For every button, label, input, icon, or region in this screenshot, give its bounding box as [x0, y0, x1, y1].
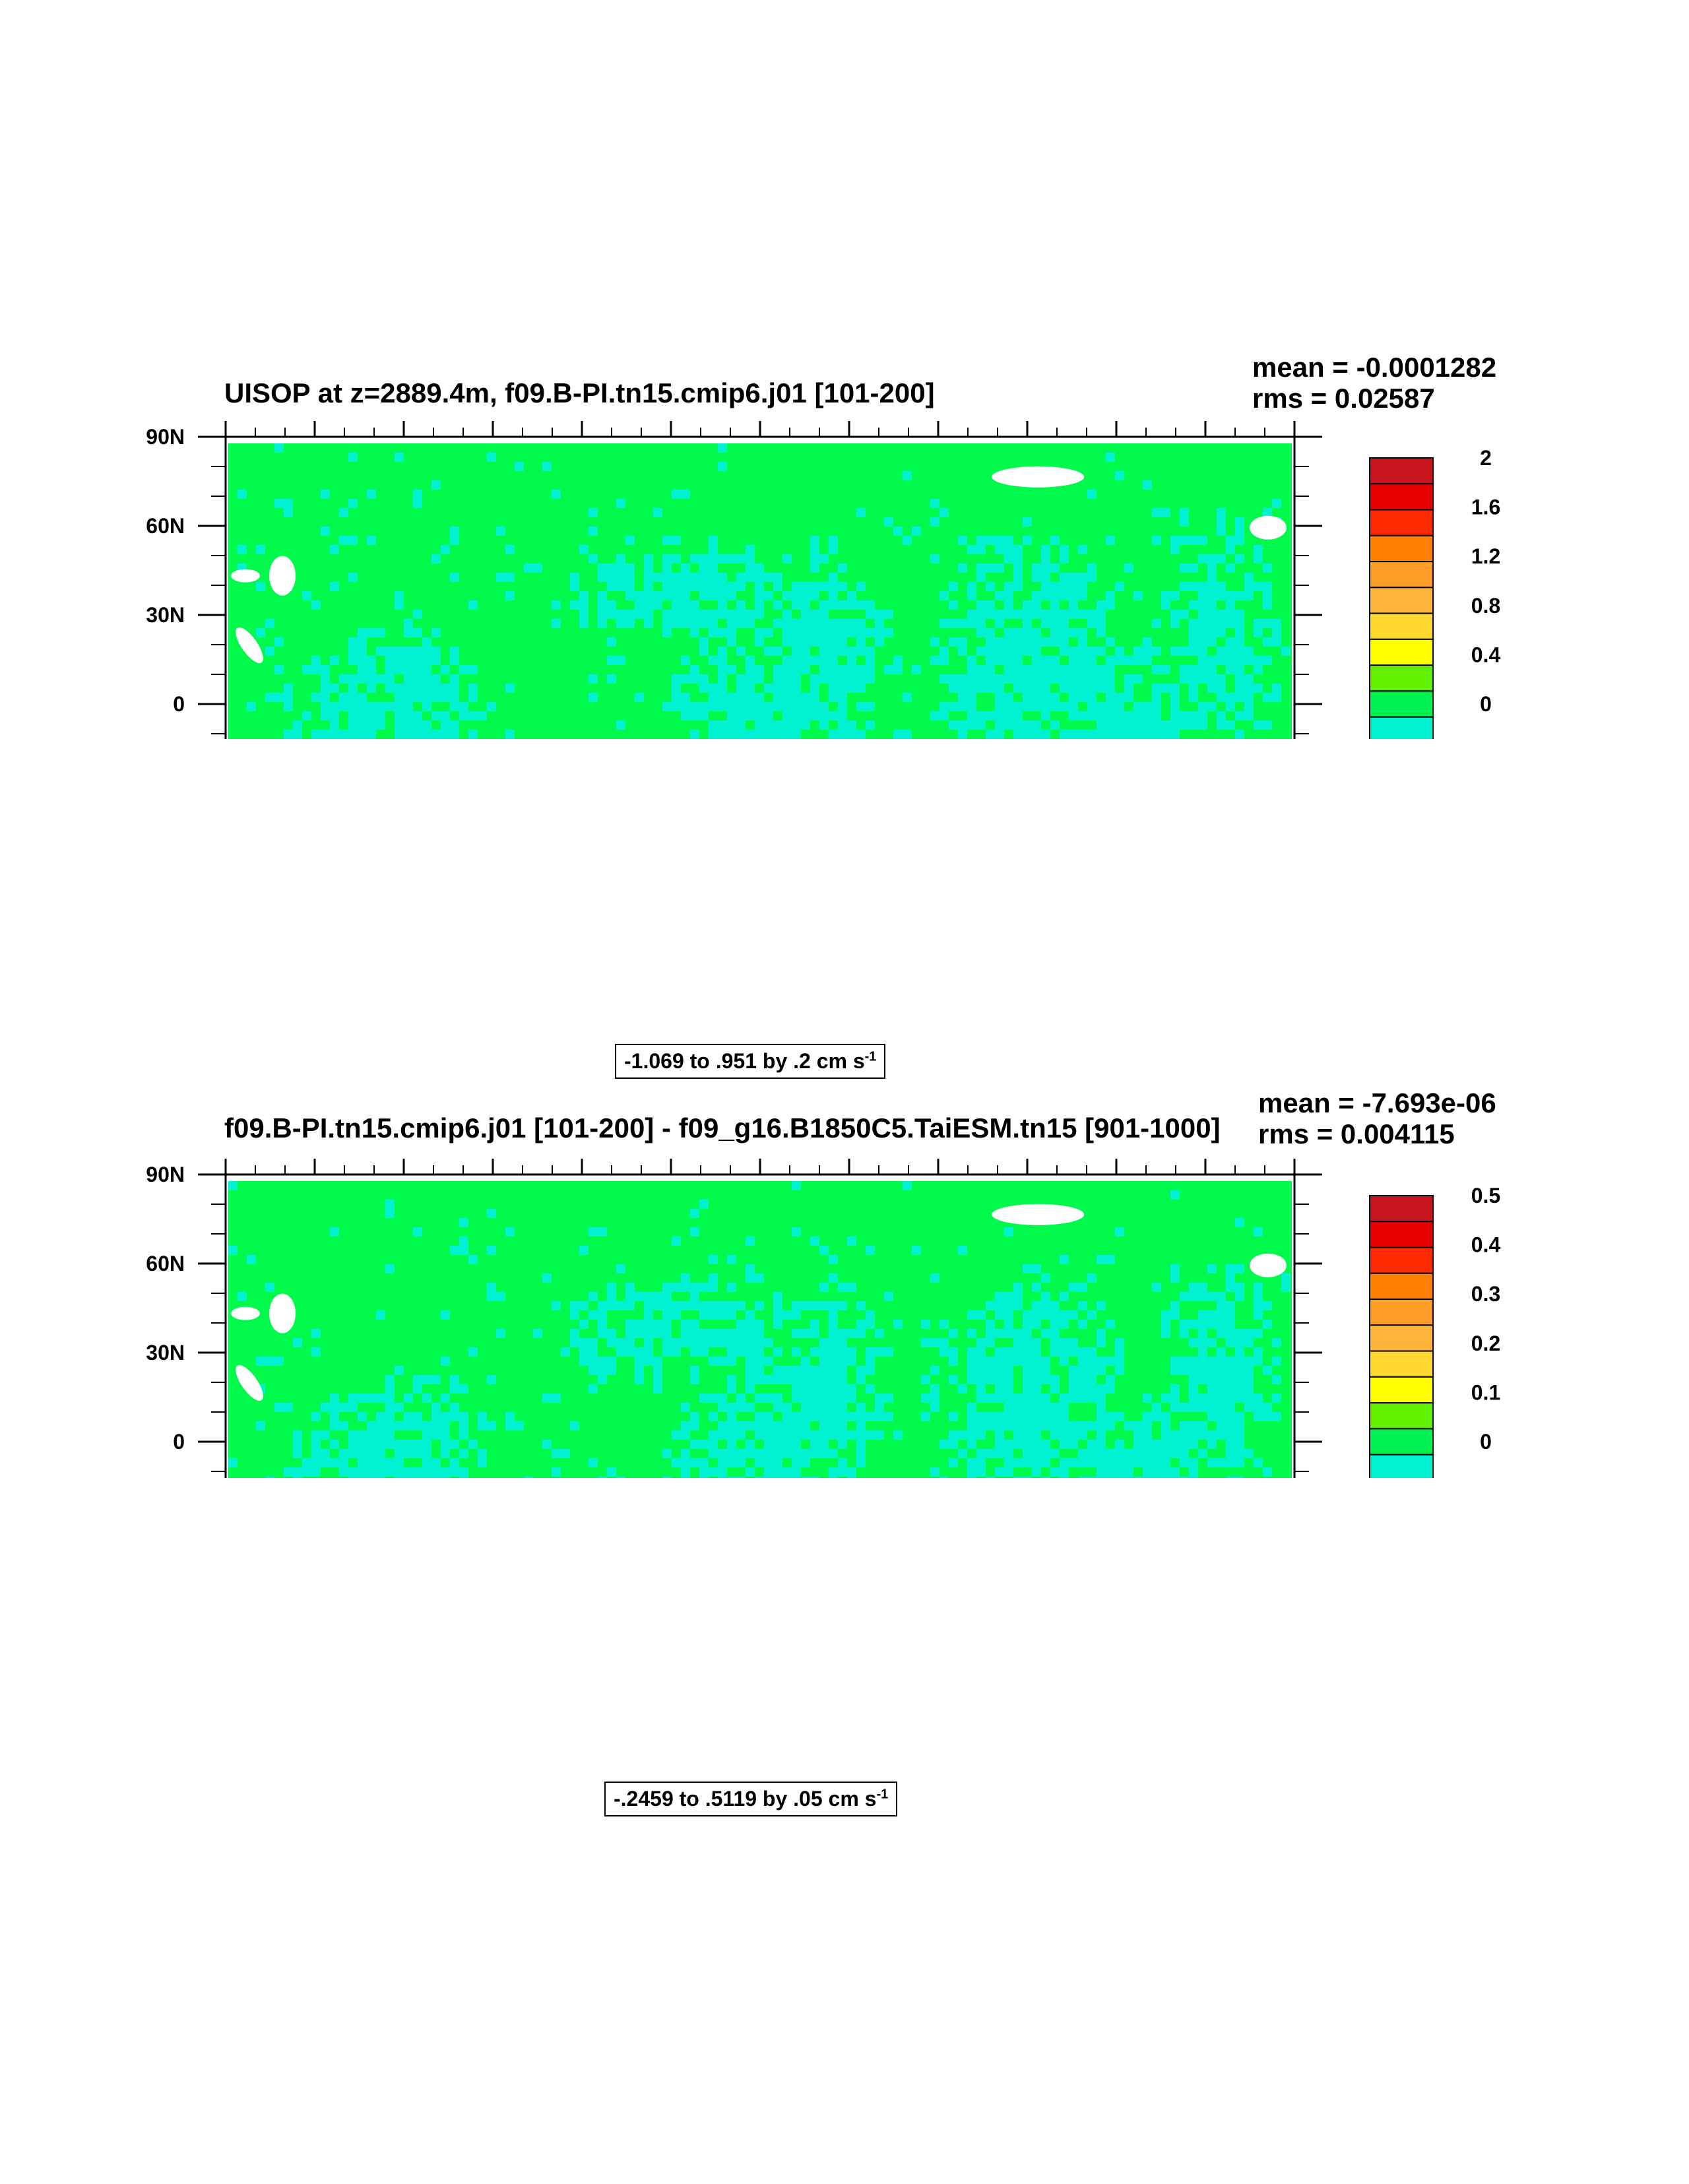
panel-title: UISOP at z=2889.4m, f09.B-PI.tn15.cmip6.… — [224, 377, 935, 408]
rms-label: rms = 0.02587 — [1252, 383, 1435, 414]
mean-label: mean = -0.0001282 — [1252, 352, 1497, 383]
colorbar-swatch — [1369, 690, 1434, 718]
colorbar-label: 1.6 — [1471, 496, 1500, 519]
map-plot: 30E60E90E120E150E180150W120W90W60W30W030… — [146, 421, 1501, 739]
panel-title: f09.B-PI.tn15.cmip6.j01 [101-200] - f09_… — [224, 1112, 1221, 1143]
lat-tick-label: 90N — [146, 1163, 185, 1186]
colorbar-label: 0.5 — [1471, 1184, 1500, 1207]
range-text: -1.069 to .951 by .2 cm s — [624, 1049, 865, 1073]
colorbar-swatch — [1369, 587, 1434, 614]
missing-region — [992, 1204, 1085, 1225]
missing-region — [236, 1365, 263, 1401]
colorbar-swatch — [1369, 483, 1434, 511]
colorbar-label: 0.4 — [1471, 1233, 1501, 1257]
missing-region — [992, 466, 1085, 488]
colorbar-swatch — [1369, 716, 1434, 739]
range-unit-exponent: -1 — [876, 1787, 889, 1802]
colorbar-swatch — [1369, 1350, 1434, 1378]
map-plot: 30E60E90E120E150E180150W120W90W60W30W030… — [146, 1159, 1501, 1478]
colorbar-swatch — [1369, 612, 1434, 640]
colorbar: 21.61.20.80.40-0.4-0.8-1.2-1.6-2 — [1369, 446, 1501, 739]
missing-region — [1250, 515, 1287, 540]
rms-label: rms = 0.004115 — [1258, 1118, 1455, 1149]
colorbar-swatch — [1369, 1402, 1434, 1430]
colorbar-swatch — [1369, 561, 1434, 589]
missing-region — [269, 556, 296, 596]
missing-region — [269, 1293, 296, 1333]
missing-region — [231, 569, 260, 583]
colorbar-swatch — [1369, 1376, 1434, 1404]
mean-label: mean = -7.693e-06 — [1258, 1087, 1496, 1118]
missing-region — [236, 627, 263, 664]
colorbar-swatch — [1369, 664, 1434, 692]
colorbar-swatch — [1369, 1324, 1434, 1352]
lat-tick-label: 0 — [173, 1430, 185, 1454]
colorbar-swatch — [1369, 1428, 1434, 1456]
colorbar-label: 0 — [1480, 692, 1492, 716]
lat-tick-label: 30N — [146, 1341, 185, 1365]
colorbar-swatch — [1369, 1454, 1434, 1478]
range-text: -.2459 to .5119 by .05 cm s — [614, 1787, 877, 1811]
panel-bottom: f09.B-PI.tn15.cmip6.j01 [101-200] - f09_… — [0, 739, 1689, 1816]
colorbar-label: 0.3 — [1471, 1282, 1500, 1306]
colorbar-swatch — [1369, 457, 1434, 485]
colorbar-swatch — [1369, 1221, 1434, 1248]
colorbar-swatch — [1369, 1246, 1434, 1274]
lat-tick-label: 0 — [173, 692, 185, 716]
colorbar-swatch — [1369, 534, 1434, 563]
colorbar-swatch — [1369, 1272, 1434, 1301]
missing-region — [231, 1306, 260, 1320]
colorbar-swatch — [1369, 1195, 1434, 1223]
colorbar: 0.50.40.30.20.10-0.1-0.2-0.3-0.4-0.5 — [1369, 1184, 1501, 1478]
lat-tick-label: 30N — [146, 603, 185, 627]
colorbar-label: 0.2 — [1471, 1332, 1500, 1355]
field-texture — [228, 1181, 1291, 1478]
colorbar-label: 0.4 — [1471, 643, 1501, 666]
lat-tick-label: 60N — [146, 1252, 185, 1275]
colorbar-label: 1.2 — [1471, 544, 1500, 568]
lat-tick-label: 90N — [146, 425, 185, 449]
contour-range-box: -1.069 to .951 by .2 cm s-1 — [615, 1044, 886, 1079]
colorbar-label: 0.1 — [1471, 1380, 1500, 1404]
colorbar-label: 2 — [1480, 446, 1492, 470]
field-texture — [238, 443, 1291, 739]
colorbar-swatch — [1369, 638, 1434, 666]
panel-top: UISOP at z=2889.4m, f09.B-PI.tn15.cmip6.… — [0, 0, 1689, 1079]
colorbar-label: 0 — [1480, 1430, 1492, 1454]
lat-tick-label: 60N — [146, 514, 185, 538]
range-unit-exponent: -1 — [864, 1049, 877, 1064]
colorbar-swatch — [1369, 509, 1434, 536]
colorbar-label: 0.8 — [1471, 594, 1500, 618]
missing-region — [1250, 1253, 1287, 1277]
contour-range-box: -.2459 to .5119 by .05 cm s-1 — [604, 1782, 898, 1816]
colorbar-swatch — [1369, 1299, 1434, 1326]
